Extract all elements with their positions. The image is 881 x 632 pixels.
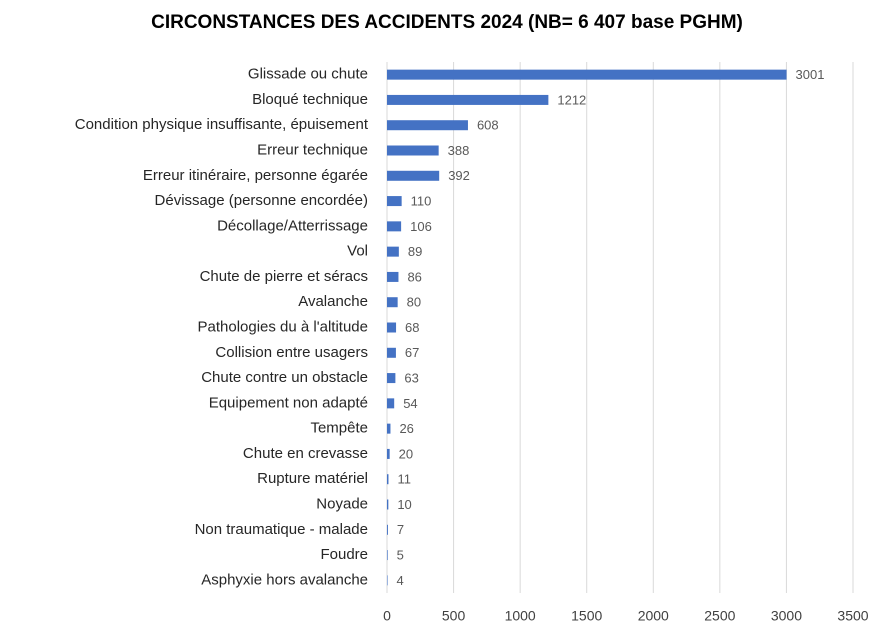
- value-label: 26: [399, 421, 413, 436]
- value-label: 5: [397, 548, 404, 563]
- bar: [387, 474, 389, 485]
- y-tick-label: Collision entre usagers: [215, 344, 368, 361]
- bar: [387, 347, 396, 358]
- bar: [387, 196, 402, 207]
- y-tick-label: Vol: [347, 243, 368, 260]
- y-tick-label: Pathologies du à l'altitude: [198, 318, 369, 335]
- value-label: 3001: [796, 67, 825, 82]
- value-label: 80: [407, 295, 421, 310]
- y-tick-label: Erreur itinéraire, personne égarée: [143, 167, 368, 184]
- x-tick-label: 1000: [505, 608, 536, 624]
- bar: [387, 145, 439, 156]
- value-label: 10: [397, 497, 411, 512]
- y-tick-label: Chute de pierre et séracs: [200, 268, 368, 285]
- y-tick-label: Bloqué technique: [252, 91, 368, 108]
- bar: [387, 170, 440, 181]
- bar: [387, 398, 395, 409]
- bar: [387, 322, 397, 333]
- x-tick-label: 3500: [837, 608, 868, 624]
- y-tick-label: Asphyxie hors avalanche: [201, 571, 368, 588]
- bar: [387, 271, 399, 282]
- value-label: 608: [477, 118, 499, 133]
- chart-title: CIRCONSTANCES DES ACCIDENTS 2024 (NB= 6 …: [151, 12, 743, 33]
- bar: [387, 120, 468, 131]
- value-label: 63: [404, 371, 418, 386]
- value-label: 106: [410, 219, 432, 234]
- y-tick-label: Chute en crevasse: [243, 445, 368, 462]
- y-tick-label: Avalanche: [298, 293, 368, 310]
- bar: [387, 221, 402, 232]
- bar: [387, 550, 388, 561]
- y-tick-label: Glissade ou chute: [248, 66, 368, 83]
- value-label: 11: [397, 472, 411, 487]
- value-label: 54: [403, 396, 417, 411]
- x-tick-label: 0: [383, 608, 391, 624]
- y-tick-label: Equipement non adapté: [209, 394, 368, 411]
- y-tick-label: Condition physique insuffisante, épuisem…: [75, 116, 369, 133]
- value-label: 1212: [557, 92, 586, 107]
- bar: [387, 423, 391, 434]
- y-tick-label: Décollage/Atterrissage: [217, 217, 368, 234]
- value-label: 86: [407, 269, 421, 284]
- x-tick-label: 2500: [704, 608, 735, 624]
- bar: [387, 373, 396, 384]
- x-tick-label: 1500: [571, 608, 602, 624]
- y-tick-label: Tempête: [310, 420, 368, 437]
- y-tick-label: Rupture matériel: [257, 470, 368, 487]
- x-tick-label: 3000: [771, 608, 802, 624]
- bar: [387, 499, 389, 510]
- value-label: 110: [411, 194, 432, 209]
- bar: [387, 69, 787, 80]
- bar: [387, 448, 390, 459]
- value-label: 392: [448, 168, 470, 183]
- value-label: 7: [397, 522, 404, 537]
- bar: [387, 94, 549, 105]
- bar: [387, 297, 398, 308]
- y-tick-label: Foudre: [320, 546, 368, 563]
- bar: [387, 575, 388, 586]
- value-label: 388: [448, 143, 470, 158]
- y-tick-label: Dévissage (personne encordée): [155, 192, 368, 209]
- value-label: 20: [399, 446, 413, 461]
- value-label: 89: [408, 244, 422, 259]
- x-tick-label: 500: [442, 608, 466, 624]
- y-tick-label: Chute contre un obstacle: [201, 369, 368, 386]
- y-tick-label: Noyade: [316, 495, 368, 512]
- value-label: 67: [405, 345, 419, 360]
- x-tick-label: 2000: [638, 608, 669, 624]
- y-tick-label: Non traumatique - malade: [195, 521, 368, 538]
- bar: [387, 524, 388, 535]
- value-label: 68: [405, 320, 419, 335]
- bar: [387, 246, 399, 257]
- y-tick-label: Erreur technique: [257, 141, 368, 158]
- value-label: 4: [397, 573, 404, 588]
